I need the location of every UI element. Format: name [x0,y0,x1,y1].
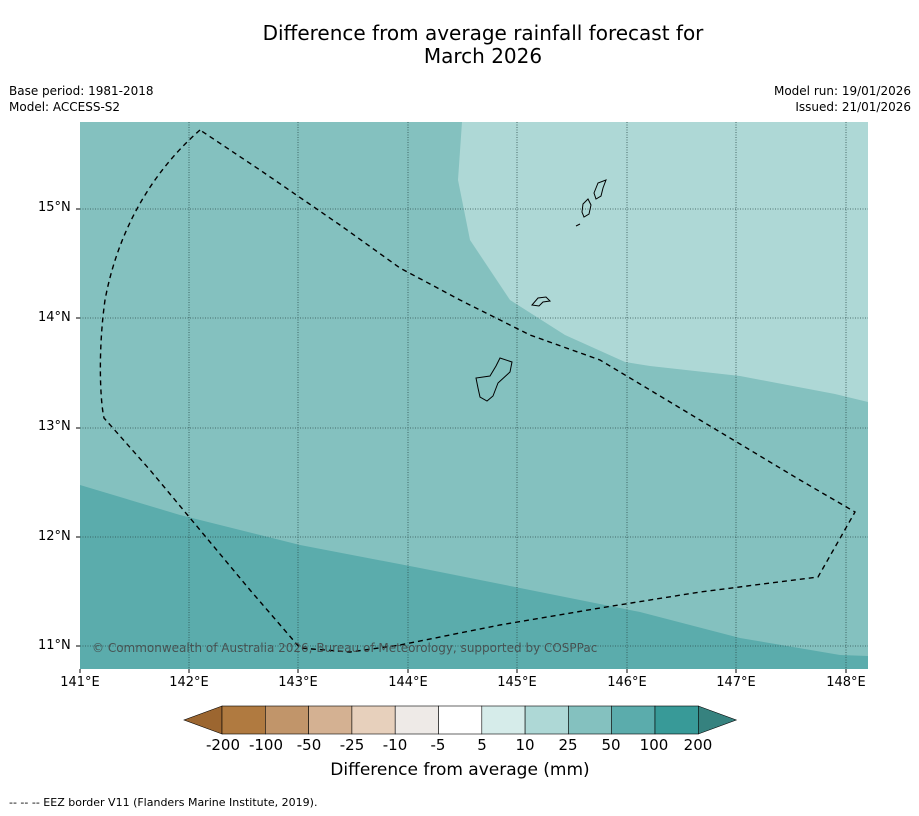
rain-band-100-200 [80,485,868,669]
eez-legend-footer: -- -- -- EEZ border V11 (Flanders Marine… [9,796,318,809]
rain-band-25-50 [458,122,868,402]
colorbar-swatch [568,705,613,735]
colorbar-extend-under [183,705,223,735]
colorbar-extend-over [697,705,738,735]
colorbar-title: Difference from average (mm) [330,760,590,780]
colorbar-label: -200 [205,736,241,754]
colorbar-label: -5 [430,736,446,754]
islands [475,179,607,402]
lat-label-12: 12°N [38,529,71,544]
colorbar-label: -100 [248,736,284,754]
colorbar-swatch [221,705,266,735]
model-name: Model: ACCESS-S2 [9,100,121,114]
colorbar-swatch [654,705,699,735]
title-line-2: March 2026 [423,44,543,68]
lat-label-13: 13°N [38,419,71,434]
chart-title: Difference from average rainfall forecas… [0,22,919,68]
colorbar-swatch [438,705,483,735]
lon-label-144: 144°E [388,675,428,690]
colorbar-label: -25 [339,736,365,754]
lon-label-148: 148°E [826,675,866,690]
lon-label-147: 147°E [716,675,756,690]
lon-label-143: 143°E [278,675,318,690]
gridlines [80,122,868,669]
colorbar [183,705,738,735]
colorbar-label: 100 [639,736,669,754]
colorbar-label: -10 [382,736,408,754]
title-line-1: Difference from average rainfall forecas… [262,21,704,45]
copyright-notice: © Commonwealth of Australia 2026, Bureau… [92,641,598,655]
lon-label-141: 141°E [60,675,100,690]
colorbar-swatch [524,705,569,735]
lat-label-14: 14°N [38,310,71,325]
colorbar-label: 200 [683,736,713,754]
eez-border [99,129,856,653]
colorbar-label: 25 [558,736,578,754]
colorbar-swatch [351,705,396,735]
colorbar-swatch [308,705,353,735]
lat-label-15: 15°N [38,200,71,215]
lon-label-142: 142°E [169,675,209,690]
island-saipan [593,179,607,200]
lon-label-146: 146°E [607,675,647,690]
colorbar-swatch [394,705,439,735]
issued-date: Issued: 21/01/2026 [795,100,911,114]
island-rota [531,296,552,307]
axis-ticks [76,208,847,673]
island-tinian [581,198,592,218]
lon-label-145: 145°E [497,675,537,690]
meta-right: Model run: 19/01/2026 Issued: 21/01/2026 [774,83,911,115]
colorbar-label: -50 [296,736,322,754]
colorbar-label: 10 [515,736,535,754]
colorbar-swatch [481,705,526,735]
colorbar-label: 5 [477,736,487,754]
base-period: Base period: 1981-2018 [9,84,154,98]
lat-label-11: 11°N [38,638,71,653]
model-run: Model run: 19/01/2026 [773,84,911,98]
meta-left: Base period: 1981-2018 Model: ACCESS-S2 [9,83,154,115]
island-aguijan [575,223,581,227]
colorbar-label: 50 [601,736,621,754]
island-guam [475,357,513,402]
colorbar-swatch [264,705,309,735]
colorbar-swatch [611,705,656,735]
